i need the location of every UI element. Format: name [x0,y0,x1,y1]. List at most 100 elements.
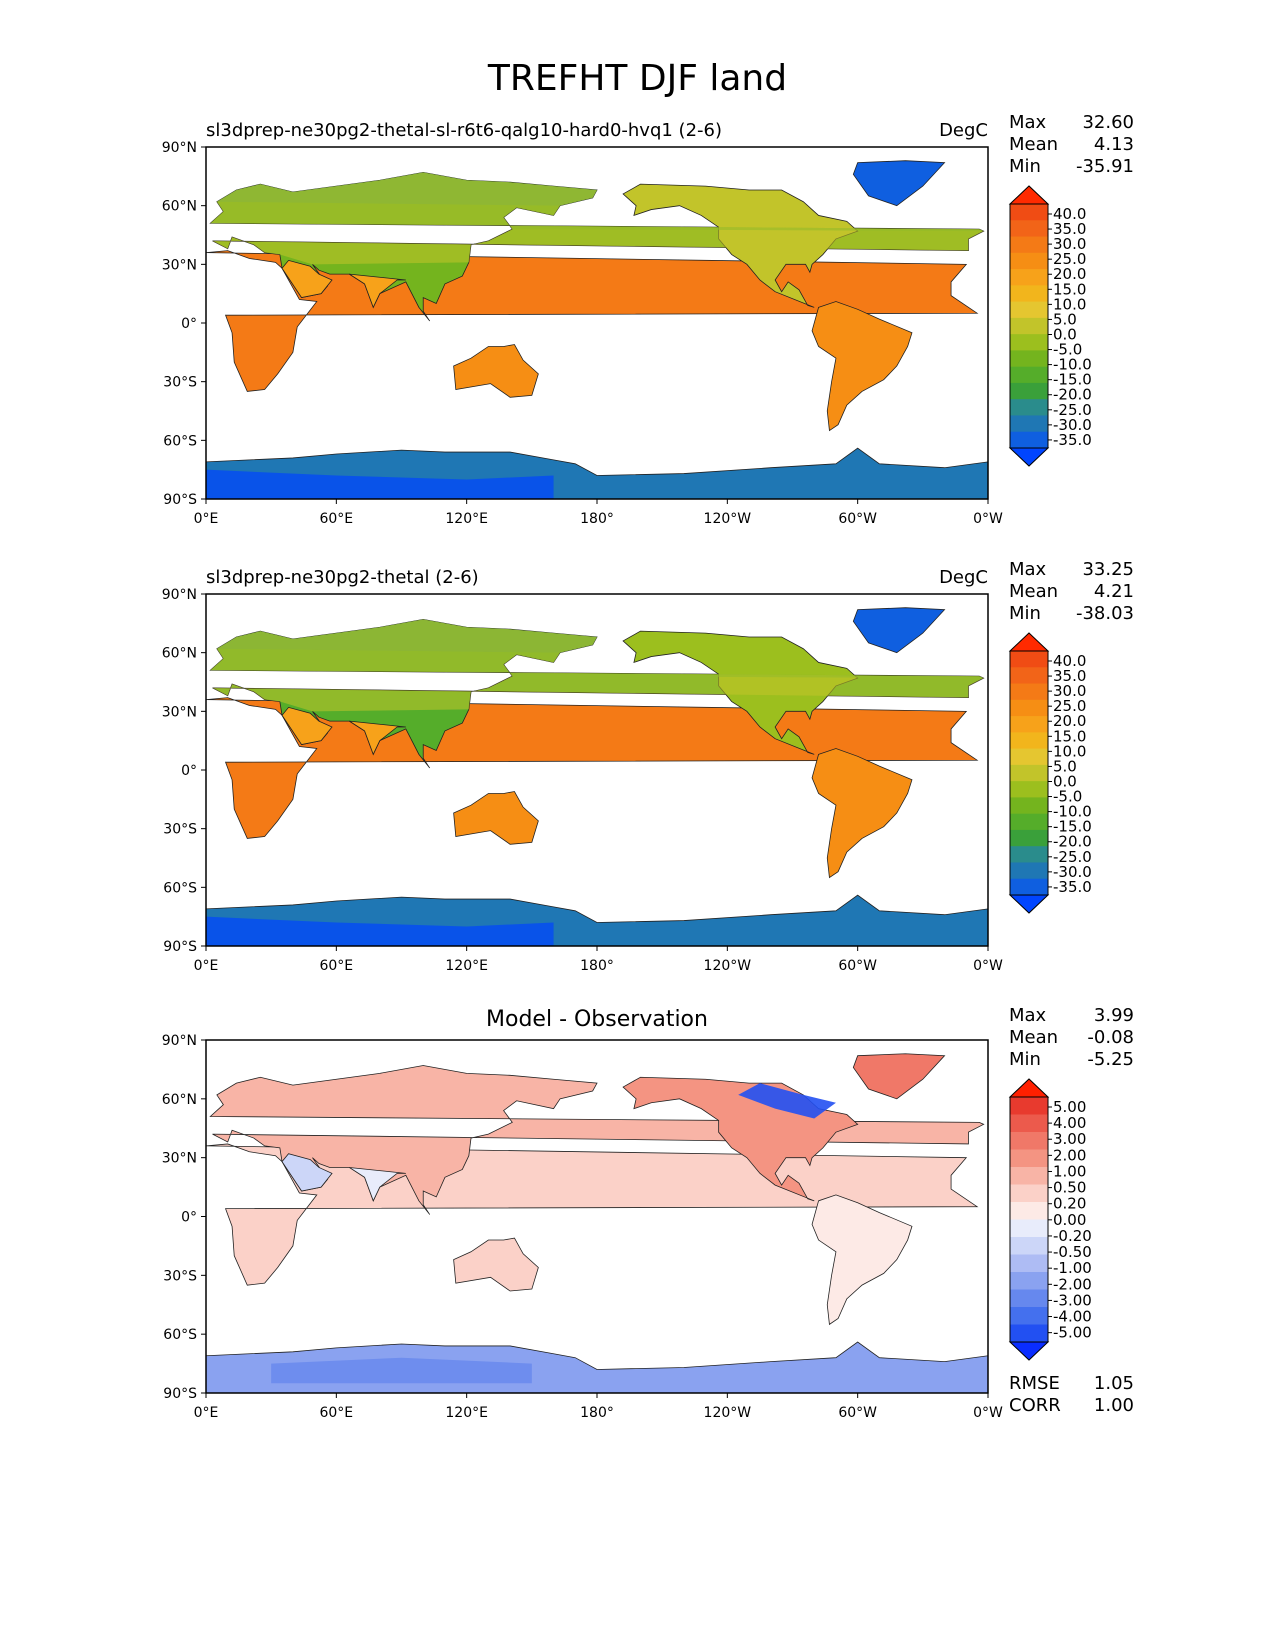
colorbar-tick-label: 0.50 [1053,1179,1086,1197]
colorbar-segment [1010,252,1048,270]
colorbar-segment [1010,878,1048,896]
colorbar-segment [1010,732,1048,750]
x-tick-label: 180° [580,511,614,527]
colorbar-tick-label: -5.0 [1053,788,1082,806]
colorbar-tick-label: 35.0 [1053,667,1086,685]
y-tick-label: 60°S [163,880,197,896]
panel-1-stats: Max 32.60 Mean 4.13 Min -35.91 [1009,112,1134,178]
stat-value: 32.60 [1082,112,1134,133]
land-greenland [852,160,946,207]
x-tick-label: 0°E [194,958,219,974]
colorbar-extend-min [1008,1341,1050,1361]
colorbar-segment [1010,269,1048,286]
contour-band [210,172,984,265]
stat-value: 33.25 [1082,559,1134,580]
y-tick-label: 90°N [162,587,197,603]
colorbar-segment [1010,1132,1048,1150]
y-tick-label: 30°S [163,375,197,391]
x-tick-label: 0°W [973,958,1003,974]
colorbar-segment [1010,748,1048,766]
colorbar-segment [1010,366,1048,384]
contour-band [206,469,554,499]
stat-value: -35.91 [1075,156,1134,177]
colorbar-extend-max [1008,185,1050,205]
stat-label: Min [1009,156,1041,177]
colorbar-frame [1009,650,1049,896]
land-greenland [852,607,946,654]
land-arabia [281,1153,333,1192]
colorbar-tick-label: 0.20 [1053,1195,1086,1213]
land-australia [453,791,539,845]
colorbar-segment [1010,301,1048,319]
colorbar: 5.004.003.002.001.000.500.200.00-0.20-0.… [1008,1078,1092,1361]
metric-label: CORR [1009,1395,1061,1416]
panel-1-units: DegC [939,120,988,141]
stat-value: -5.25 [1087,1049,1134,1070]
stat-value: -0.08 [1087,1027,1134,1048]
land-layer [206,1053,988,1393]
colorbar-segment [1010,1219,1048,1238]
land-samerica [811,1194,913,1326]
colorbar-tick-label: 10.0 [1053,295,1086,313]
colorbar-segment [1010,651,1048,668]
x-tick-label: 0°W [973,1405,1003,1421]
colorbar-frame [1009,203,1049,449]
land-samerica [811,748,913,879]
colorbar-tick-label: -0.50 [1053,1243,1092,1261]
colorbar-tick-label: 2.00 [1053,1146,1086,1164]
land-africa [206,697,979,839]
stat-label: Mean [1009,134,1059,155]
stat-label: Mean [1009,1027,1059,1048]
colorbar-extend-min [1008,894,1050,914]
colorbar-tick-label: -5.00 [1053,1324,1092,1342]
colorbar-segment [1010,813,1048,831]
colorbar-segment [1010,431,1048,449]
colorbar-tick-label: 5.0 [1053,310,1077,328]
x-tick-label: 0°W [973,511,1003,527]
metric-label: RMSE [1009,1373,1060,1394]
colorbar-tick-label: -20.0 [1053,833,1092,851]
land-greenland [852,1053,946,1100]
colorbar-tick-label: -0.20 [1053,1227,1092,1245]
colorbar-tick-label: 0.00 [1053,1211,1086,1229]
colorbar-segment [1010,204,1048,221]
panel-3-title: Model - Observation [486,1007,708,1032]
colorbar-segment [1010,683,1048,701]
y-tick-label: 30°N [162,257,197,273]
land-india [349,1167,406,1202]
colorbar-extend-min [1008,447,1050,467]
contour-band [206,916,554,946]
panel-3-stats: Max 3.99 Mean -0.08 Min -5.25 [1009,1005,1134,1071]
x-tick-label: 120°E [445,958,488,974]
colorbar-segment [1010,667,1048,685]
colorbar-tick-label: 1.00 [1053,1162,1086,1180]
colorbar-segment [1010,1167,1048,1185]
colorbar-segment [1010,350,1048,368]
figure-title: TREFHT DJF land [487,58,788,99]
colorbar-segment [1010,415,1048,433]
colorbar-tick-label: 40.0 [1053,652,1086,670]
land-arabia [281,706,333,746]
colorbar-segment [1010,1237,1048,1255]
x-tick-label: 60°W [838,511,877,527]
colorbar-tick-label: 10.0 [1053,742,1086,760]
x-tick-label: 60°E [319,1405,353,1421]
colorbar-tick-label: 25.0 [1053,697,1086,715]
colorbar-tick-label: 35.0 [1053,220,1086,238]
contour-band [738,1083,836,1119]
colorbar-extend-max [1008,632,1050,652]
colorbar-tick-label: -10.0 [1053,356,1092,374]
x-tick-label: 180° [580,1405,614,1421]
colorbar: 40.035.030.025.020.015.010.05.00.0-5.0-1… [1008,185,1092,467]
x-tick-label: 120°W [704,1405,752,1421]
x-tick-label: 120°W [704,958,752,974]
stat-label: Max [1009,559,1047,580]
x-tick-label: 120°W [704,511,752,527]
panel-2-units: DegC [939,567,988,588]
colorbar-tick-label: 20.0 [1053,712,1086,730]
colorbar-segment [1010,317,1048,335]
y-tick-label: 90°S [163,1386,197,1402]
colorbar-tick-label: -25.0 [1053,401,1092,419]
contour-band [210,619,984,712]
colorbar-tick-label: -15.0 [1053,371,1092,389]
